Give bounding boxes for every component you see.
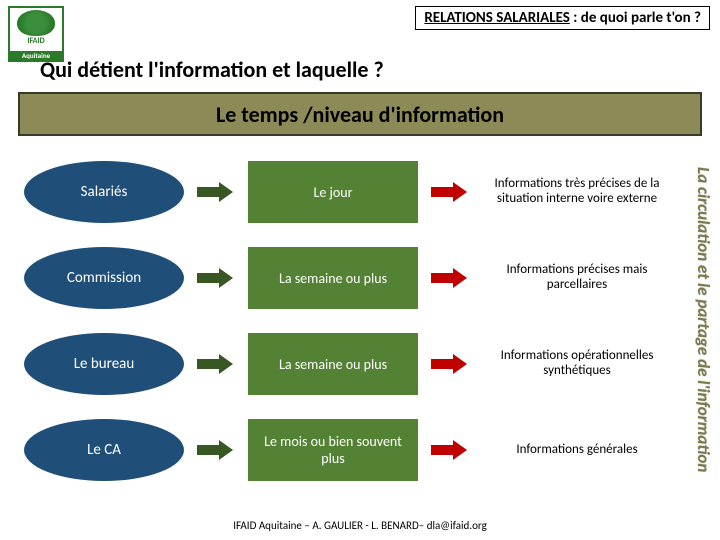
banner-text: Le temps /niveau d'information — [216, 101, 504, 128]
arrow-icon — [197, 442, 235, 458]
arrow-icon — [197, 184, 235, 200]
logo: IFAID Aquitaine — [8, 6, 64, 62]
arrow-icon — [431, 442, 469, 458]
logo-text-1: IFAID — [27, 36, 44, 46]
header-title-prefix: RELATIONS SALARIALES — [424, 9, 570, 27]
banner: Le temps /niveau d'information — [18, 92, 702, 136]
diagram-row: Salariés Le jour Informations très précise… — [24, 156, 672, 228]
diagram-grid: Salariés Le jour Informations très précise… — [24, 156, 672, 486]
arrow-icon — [431, 270, 469, 286]
time-rect: La semaine ou plus — [248, 333, 418, 395]
question-heading: Qui détient l'information et laquelle ? — [40, 56, 384, 83]
diagram-row: Commission La semaine ou plus Informations… — [24, 242, 672, 314]
footer: IFAID Aquitaine – A. GAULIER - L. BENARD… — [0, 519, 720, 532]
arrow-icon — [431, 184, 469, 200]
arrow-icon — [197, 356, 235, 372]
time-rect: Le mois ou bien souvent plus — [248, 419, 418, 481]
actor-ellipse: Le bureau — [24, 333, 184, 395]
time-rect: Le jour — [248, 161, 418, 223]
header-title-suffix: : de quoi parle t'on ? — [570, 9, 701, 27]
arrow-icon — [431, 356, 469, 372]
globe-icon — [17, 10, 55, 36]
actor-ellipse: Salariés — [24, 161, 184, 223]
info-desc: Informations très précises de la situati… — [482, 160, 672, 224]
info-desc: Informations générales — [482, 418, 672, 482]
info-desc: Informations précises mais parcellaires — [482, 246, 672, 310]
side-label: La circulation et le partage de l'inform… — [688, 150, 714, 490]
info-desc: Informations opérationnelles synthétique… — [482, 332, 672, 396]
arrow-icon — [197, 270, 235, 286]
actor-ellipse: Commission — [24, 247, 184, 309]
diagram-row: Le bureau La semaine ou plus Informations … — [24, 328, 672, 400]
header-title: RELATIONS SALARIALES : de quoi parle t'o… — [415, 6, 710, 30]
time-rect: La semaine ou plus — [248, 247, 418, 309]
diagram-row: Le CA Le mois ou bien souvent plus Informa… — [24, 414, 672, 486]
actor-ellipse: Le CA — [24, 419, 184, 481]
